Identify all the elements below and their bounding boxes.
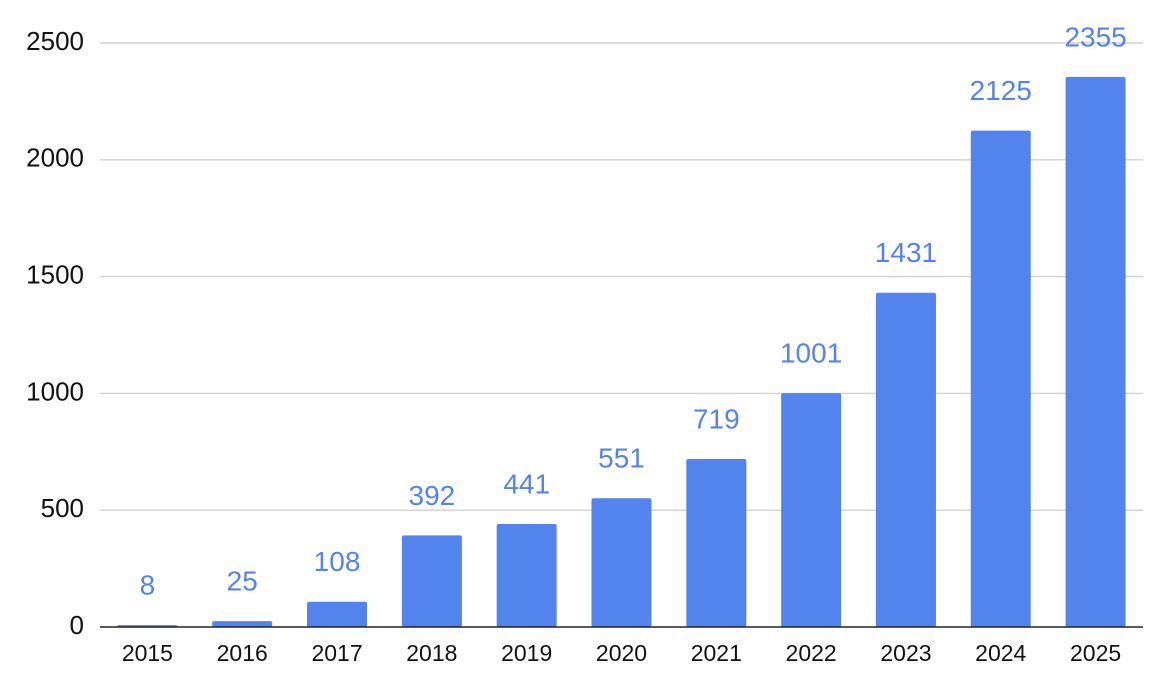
bar-2019 [496, 523, 557, 627]
bar-2016 [212, 621, 273, 627]
data-label-2017: 108 [314, 546, 361, 577]
data-label-2024: 2125 [970, 75, 1032, 106]
x-tick-label-2024: 2024 [975, 640, 1026, 666]
bar-2023 [875, 292, 936, 627]
data-label-2023: 1431 [875, 237, 937, 268]
bar-layer [117, 76, 1126, 627]
x-tick-label-2018: 2018 [406, 640, 457, 666]
x-tick-labels: 2015 2016 2017 2018 2019 2020 2021 2022 2023 2024… [122, 640, 1121, 666]
y-tick-label: 2500 [26, 26, 84, 56]
x-tick-label-2015: 2015 [122, 640, 173, 666]
y-tick-label: 0 [70, 610, 84, 640]
x-tick-label-2016: 2016 [217, 640, 268, 666]
x-tick-label-2017: 2017 [311, 640, 362, 666]
bar-2022 [781, 393, 842, 627]
data-label-2025: 2355 [1064, 21, 1126, 52]
bar-2025 [1065, 76, 1126, 627]
data-label-2015: 8 [140, 570, 156, 601]
bar-2018 [401, 535, 462, 627]
y-tick-label: 1500 [26, 259, 84, 289]
grid-layer [100, 42, 1143, 511]
x-tick-label-2021: 2021 [691, 640, 742, 666]
bar-2017 [307, 601, 368, 627]
bar-2021 [686, 459, 747, 627]
data-label-2019: 441 [503, 468, 550, 499]
data-label-2021: 719 [693, 403, 740, 434]
data-label-2018: 392 [409, 480, 456, 511]
data-labels: 8 25 108 392 441 551 719 1001 1431 2125 2355 [140, 21, 1127, 600]
x-tick-label-2019: 2019 [501, 640, 552, 666]
y-tick-label: 1000 [26, 376, 84, 406]
x-tick-label-2020: 2020 [596, 640, 647, 666]
x-tick-label-2025: 2025 [1070, 640, 1121, 666]
bar-2024 [970, 130, 1031, 627]
y-tick-label: 2000 [26, 143, 84, 173]
bar-2020 [591, 498, 652, 627]
x-tick-label-2022: 2022 [786, 640, 837, 666]
y-tick-labels: 0 500 1000 1500 2000 2500 [26, 26, 84, 640]
x-tick-label-2023: 2023 [880, 640, 931, 666]
data-label-2020: 551 [598, 443, 645, 474]
data-label-2022: 1001 [780, 338, 842, 369]
data-label-2016: 25 [227, 566, 258, 597]
y-tick-label: 500 [41, 493, 84, 523]
